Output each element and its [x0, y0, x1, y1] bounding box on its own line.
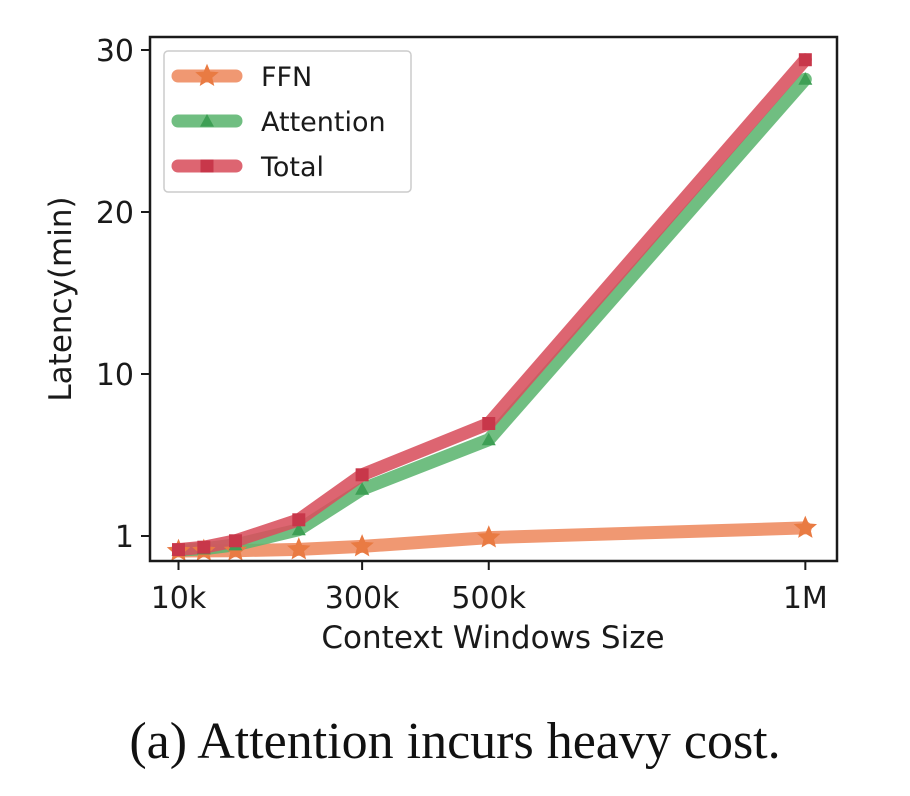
x-axis-label: Context Windows Size [321, 620, 664, 656]
legend: FFN Attention Total [163, 50, 412, 193]
attention-marker [291, 522, 306, 536]
y-tick-label: 1 [115, 520, 134, 555]
total-marker [292, 513, 306, 527]
attention-marker [355, 482, 370, 495]
y-tick-label: 20 [96, 196, 134, 231]
chart: 10k 300k 500k 1M 1 10 20 30 Context Windows Si… [43, 34, 839, 656]
y-tick-label: 30 [96, 34, 134, 69]
total-marker [482, 417, 496, 430]
figure-caption: (a) Attention incurs heavy cost. [129, 713, 781, 770]
plot-frame [148, 35, 839, 563]
legend-label-attention: Attention [261, 107, 386, 138]
ffn-marker [350, 534, 374, 557]
total-marker [171, 543, 185, 557]
y-axis-label: Latency(min) [43, 196, 79, 401]
ffn-marker [287, 537, 311, 560]
legend-marker-total [200, 159, 214, 173]
x-tick-label: 1M [783, 581, 828, 616]
x-axis: 10k 300k 500k 1M [151, 561, 828, 616]
legend-box [163, 50, 412, 193]
total-marker [798, 53, 812, 67]
legend-marker-attention [200, 114, 214, 127]
y-tick-label: 10 [96, 358, 134, 393]
attention-marker [798, 72, 813, 85]
total-marker [228, 534, 242, 548]
y-axis: 1 10 20 30 [96, 34, 150, 555]
x-tick-label: 10k [151, 581, 207, 616]
attention-marker [481, 432, 496, 446]
total-marker [197, 540, 211, 554]
x-tick-label: 300k [325, 581, 400, 616]
ffn-marker [477, 525, 501, 548]
series-markers [166, 53, 818, 561]
total-marker [355, 468, 369, 482]
x-tick-label: 500k [451, 581, 526, 616]
legend-marker-ffn [195, 63, 219, 86]
legend-label-ffn: FFN [261, 62, 312, 93]
ffn-marker [793, 515, 818, 538]
legend-label-total: Total [260, 152, 324, 183]
